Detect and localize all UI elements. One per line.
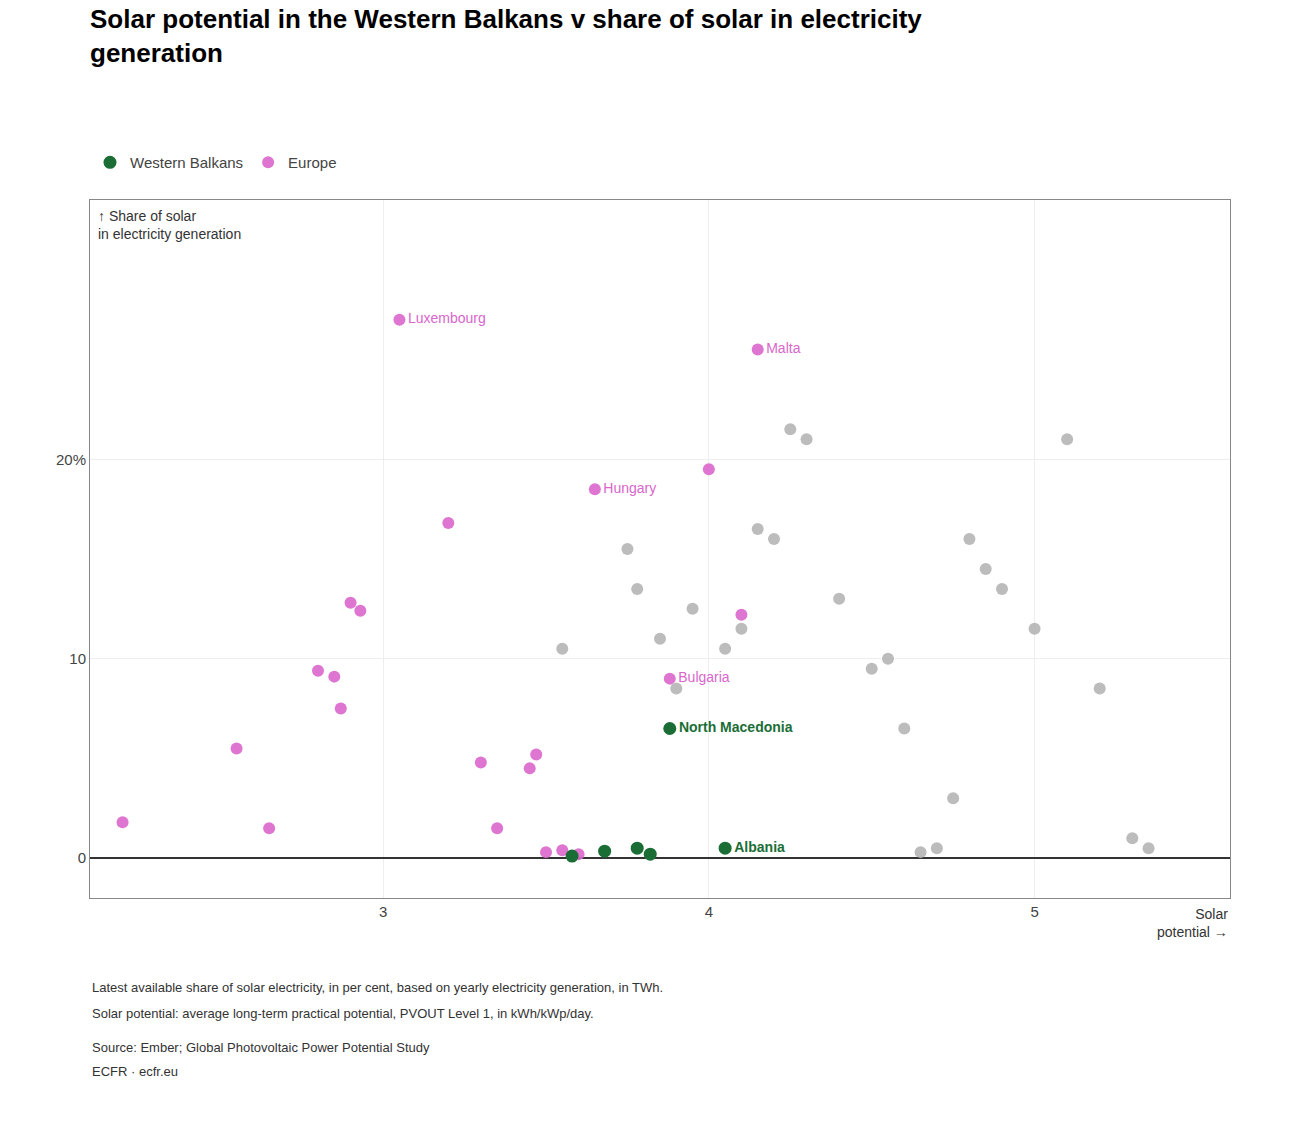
svg-text:Solar potential: average long-: Solar potential: average long-term pract… bbox=[92, 1006, 594, 1021]
svg-text:Albania: Albania bbox=[734, 839, 785, 855]
svg-text:Malta: Malta bbox=[766, 340, 800, 356]
svg-text:↑ Share of solarin electricity: ↑ Share of solarin electricity generatio… bbox=[98, 208, 241, 242]
svg-text:4: 4 bbox=[705, 903, 713, 920]
svg-text:Source: Ember; Global Photovol: Source: Ember; Global Photovoltaic Power… bbox=[92, 1040, 430, 1055]
svg-text:20%: 20% bbox=[56, 451, 86, 468]
svg-text:Luxembourg: Luxembourg bbox=[408, 310, 486, 326]
svg-text:Hungary: Hungary bbox=[603, 480, 656, 496]
svg-text:3: 3 bbox=[379, 903, 387, 920]
svg-text:Bulgaria: Bulgaria bbox=[678, 669, 730, 685]
svg-text:5: 5 bbox=[1030, 903, 1038, 920]
svg-text:0: 0 bbox=[78, 849, 86, 866]
svg-text:Solarpotential →: Solarpotential → bbox=[1157, 906, 1228, 940]
svg-text:Western Balkans: Western Balkans bbox=[130, 154, 243, 171]
svg-text:Solar potential in the Western: Solar potential in the Western Balkans v… bbox=[90, 4, 922, 68]
svg-text:North Macedonia: North Macedonia bbox=[679, 719, 793, 735]
svg-text:10: 10 bbox=[69, 650, 86, 667]
svg-text:Europe: Europe bbox=[288, 154, 336, 171]
svg-text:Latest available share of sola: Latest available share of solar electric… bbox=[92, 980, 663, 995]
svg-text:ECFR · ecfr.eu: ECFR · ecfr.eu bbox=[92, 1064, 178, 1079]
